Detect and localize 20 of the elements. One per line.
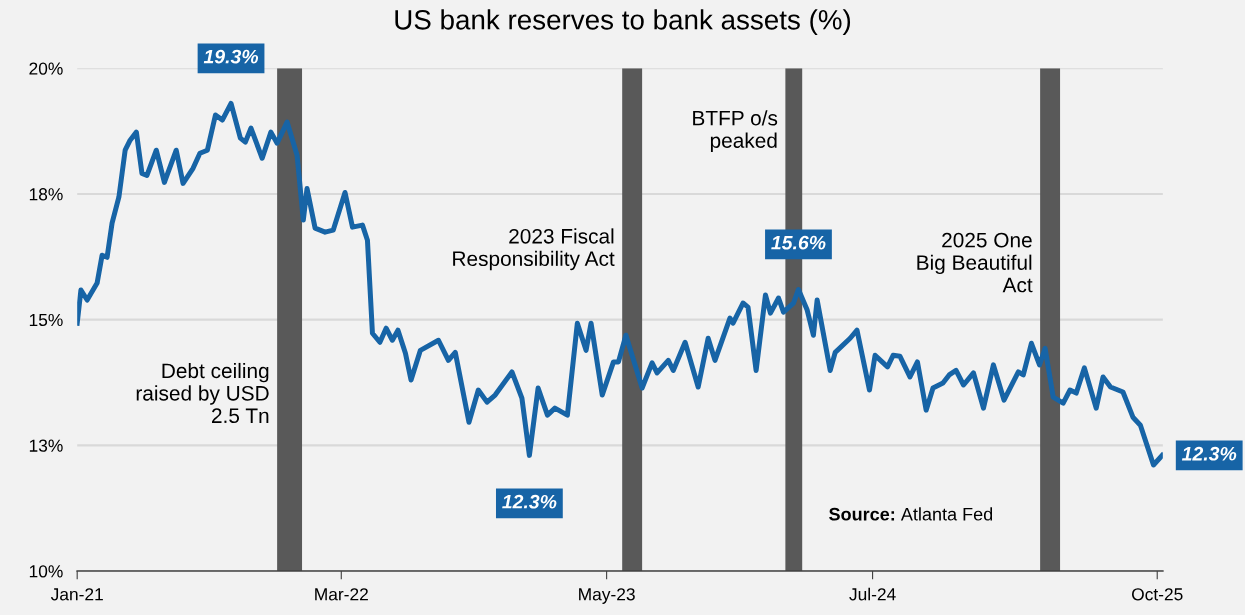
annotation: 15.6%	[771, 235, 826, 250]
annotation: 12.3%	[1181, 446, 1237, 461]
y-tick-label: 15%	[29, 313, 63, 327]
x-tick-label: Jul-24	[849, 587, 896, 601]
band-label: Debt ceiling raised by USD 2.5 Tn	[136, 362, 269, 424]
annotation: Source: Atlanta Fed	[829, 507, 993, 521]
x-tick-label: Oct-25	[1132, 588, 1183, 601]
y-tick-label: 10%	[29, 565, 63, 578]
chart-title: US bank reserves to bank assets (%)	[395, 9, 851, 36]
x-tick-label: Jan-21	[50, 588, 103, 601]
annotation: 12.3%	[502, 494, 557, 509]
band-label: BTFP o/s peaked	[693, 110, 778, 153]
y-tick-label: 18%	[29, 188, 63, 201]
band-label: 2023 Fiscal Responsibility Act	[453, 228, 615, 271]
band-label: 2025 One Big Beautiful Act	[917, 232, 1033, 293]
annotation: 19.3%	[203, 49, 259, 64]
x-tick-label: Mar-22	[315, 588, 368, 601]
y-tick-label: 13%	[29, 439, 63, 452]
y-tick-label: 20%	[29, 62, 63, 75]
x-tick-label: May-23	[579, 588, 635, 604]
